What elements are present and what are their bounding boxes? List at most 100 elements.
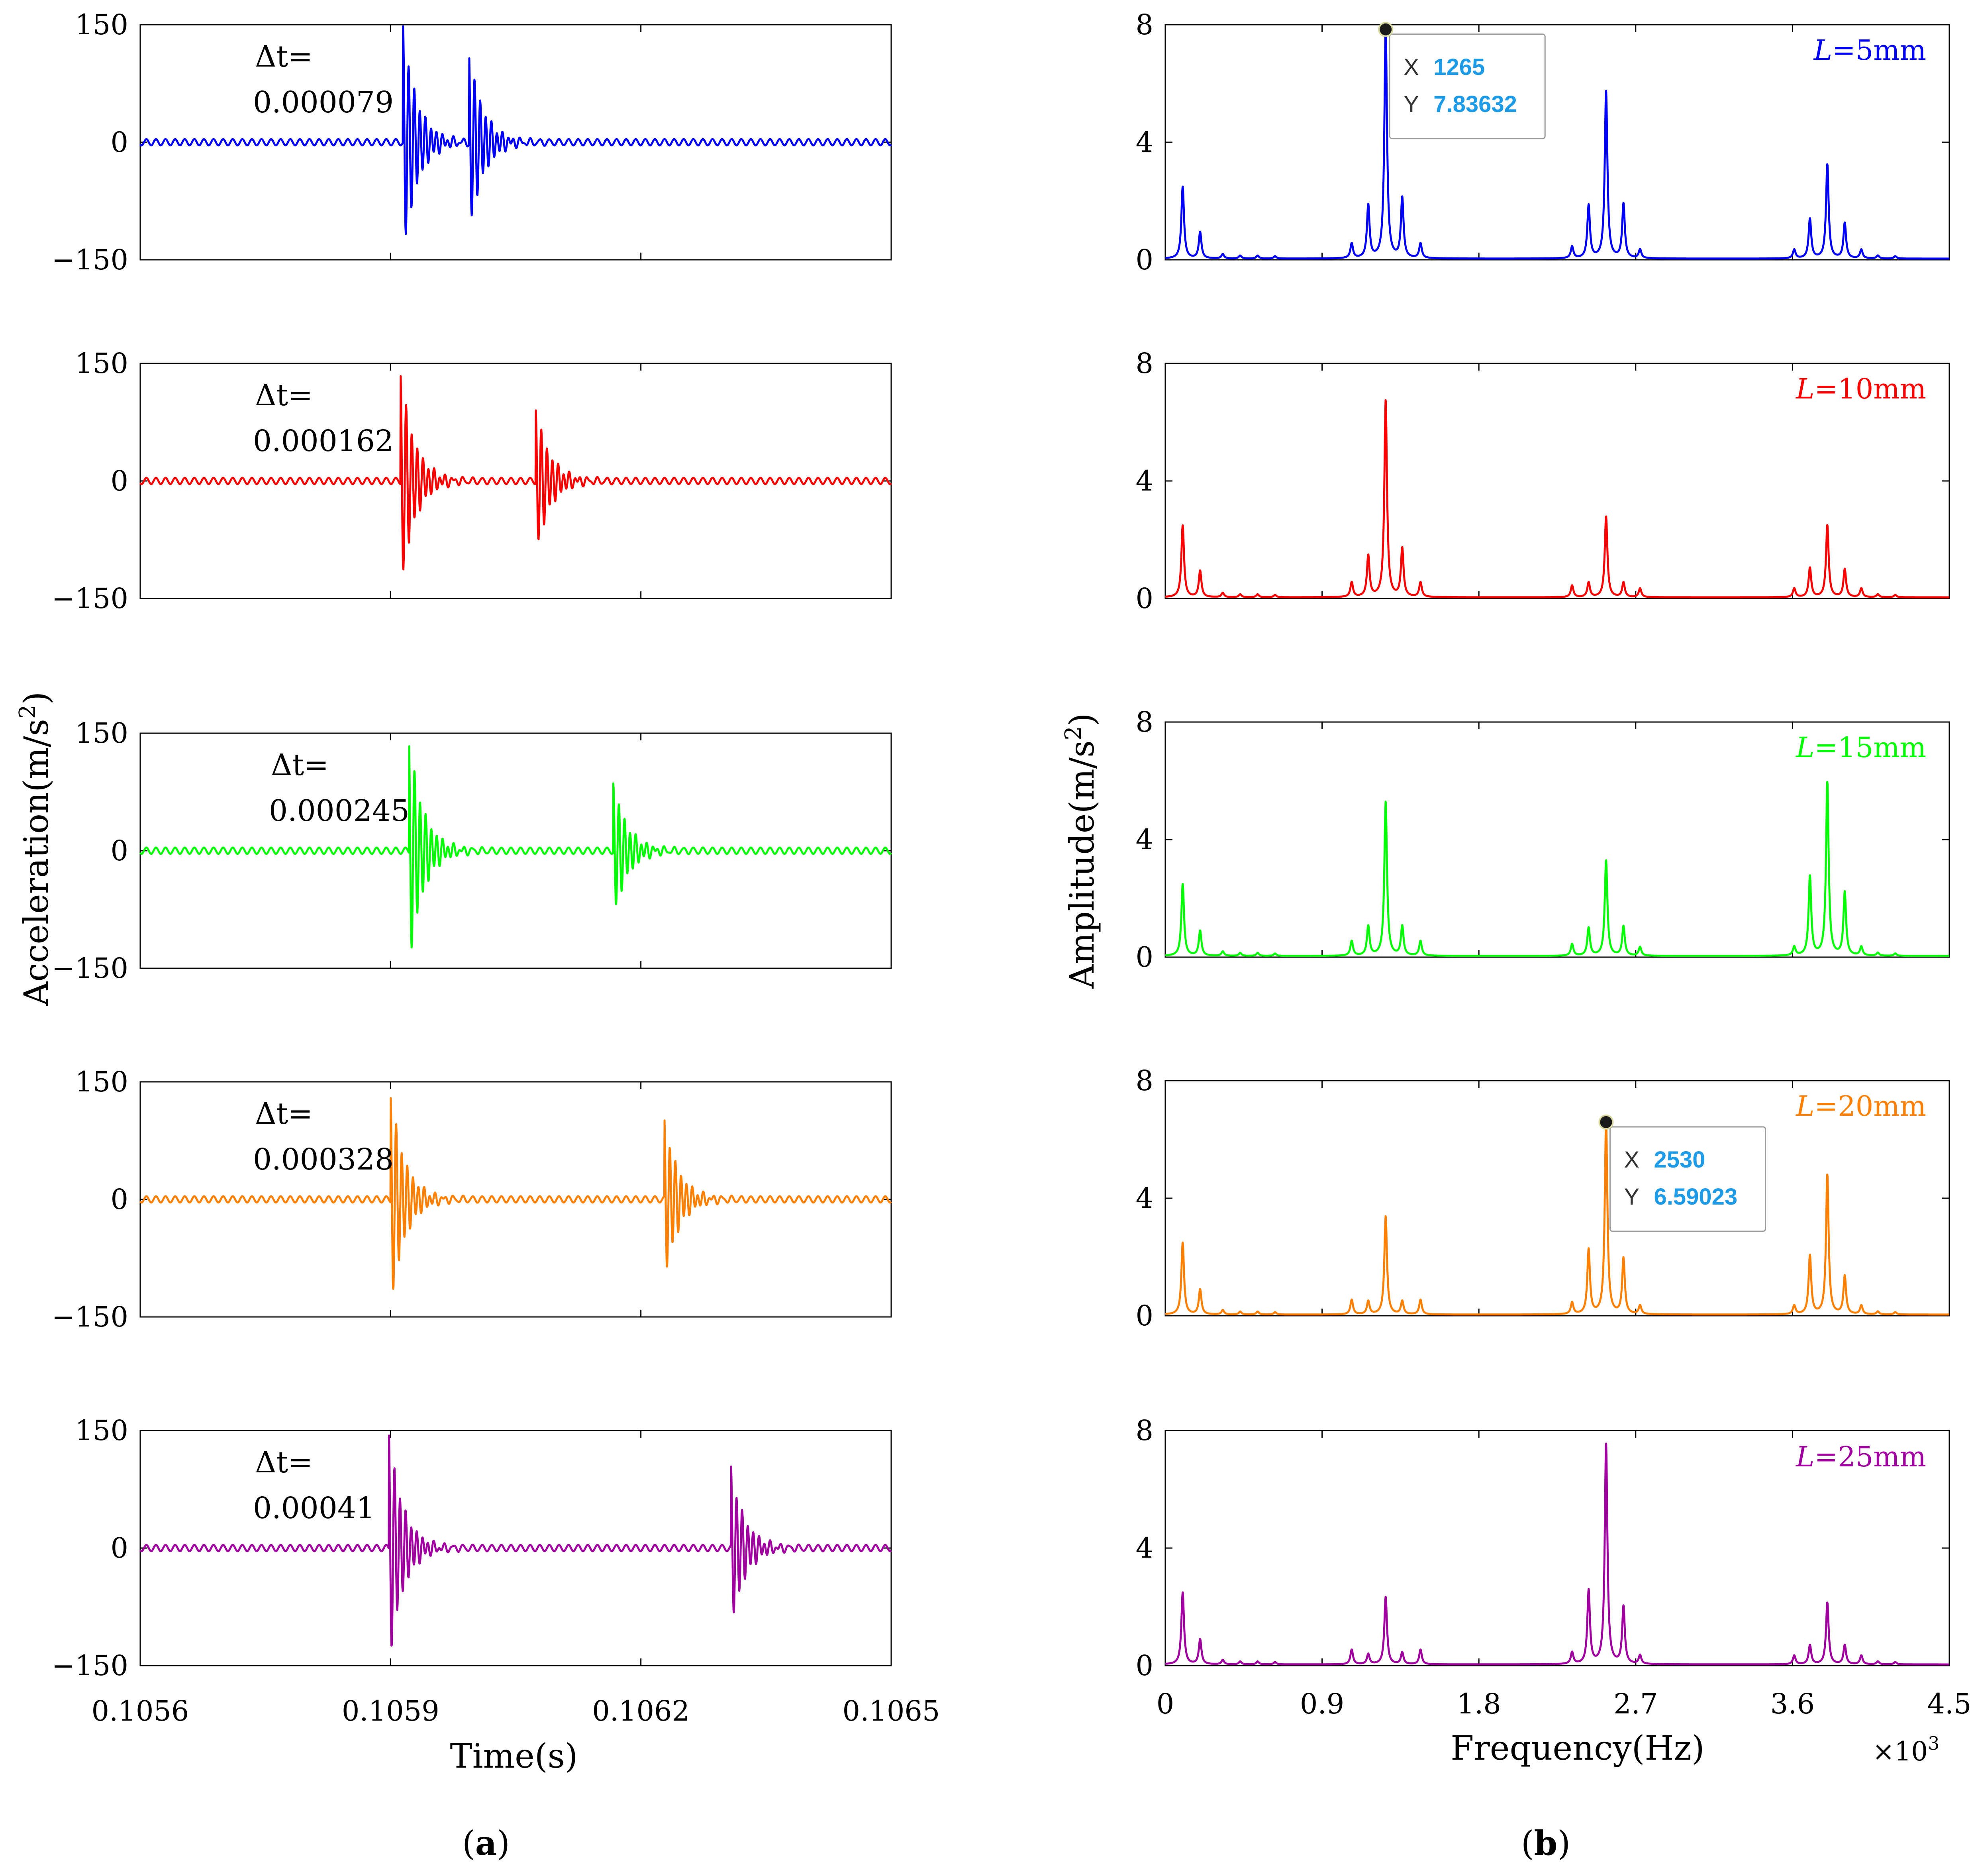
series-label-symbol: L — [1795, 373, 1814, 405]
panel-b-x-scale-label: ×103 — [1872, 1733, 1940, 1767]
y-tick-label: 8 — [1135, 706, 1153, 738]
delta-t-label: Δt= — [255, 1097, 313, 1131]
delta-t-label: Δt= — [255, 1445, 313, 1480]
datatip-x-value: 2530 — [1654, 1147, 1705, 1173]
spectrum-line — [1164, 1119, 1950, 1316]
y-tick-label: −150 — [52, 1649, 128, 1682]
datatip-box — [1389, 33, 1546, 139]
y-tick-label: 0 — [110, 465, 128, 497]
y-tick-label: 4 — [1135, 1182, 1153, 1215]
y-tick-label: 8 — [1135, 1414, 1153, 1447]
series-label: L=20mm — [1795, 1090, 1926, 1122]
y-tick-label: 150 — [75, 717, 128, 750]
datatip-marker — [1378, 22, 1394, 37]
time-subplot-5: 150 0 −150 Δt= 0.00041 — [52, 1414, 892, 1682]
y-tick-label: −150 — [52, 1301, 128, 1333]
spectrum-subplot-3: 8 4 0 L=15mm — [1135, 706, 1950, 973]
y-tick-label: 0 — [1135, 941, 1153, 973]
y-tick-label: 0 — [110, 834, 128, 867]
y-tick-label: −150 — [52, 582, 128, 615]
spectrum-line — [1164, 781, 1950, 957]
time-subplot-4: 150 0 −150 Δt= 0.000328 — [52, 1066, 892, 1333]
datatip-y-label: Y — [1624, 1184, 1639, 1210]
series-label-value: =15mm — [1815, 731, 1926, 764]
time-signal-line — [139, 745, 892, 949]
spectrum-subplot-1: 8 4 0 L=5mm X 1265 Y 7.83632 — [1135, 8, 1950, 276]
datatip-x-label: X — [1404, 54, 1419, 80]
y-tick-label: 150 — [75, 1066, 128, 1098]
x-tick-label: 0.1062 — [592, 1695, 690, 1727]
datatip-box — [1609, 1126, 1766, 1232]
delta-t-label: Δt= — [255, 378, 313, 412]
series-label-symbol: L — [1813, 34, 1832, 67]
panel-a-y-axis-label: Acceleration(m/s2) — [15, 692, 56, 1007]
y-tick-label: 0 — [110, 1532, 128, 1564]
y-tick-label: 8 — [1135, 347, 1153, 380]
y-tick-label: 0 — [1135, 1649, 1153, 1682]
datatip-marker — [1598, 1114, 1614, 1130]
y-tick-label: −150 — [52, 952, 128, 985]
time-subplot-2: 150 0 −150 Δt= 0.000162 — [52, 347, 892, 615]
y-tick-label: 150 — [75, 1414, 128, 1447]
panel-b-x-axis-label: Frequency(Hz) — [1451, 1729, 1704, 1768]
panel-a-caption: (a) — [462, 1823, 510, 1863]
x-tick-label: 0.9 — [1300, 1688, 1344, 1720]
delta-t-value: 0.000328 — [253, 1142, 394, 1177]
series-label: L=5mm — [1813, 34, 1926, 67]
delta-t-label: Δt= — [255, 39, 313, 74]
delta-t-value: 0.000079 — [253, 85, 394, 120]
time-subplot-3: 150 0 −150 Δt= 0.000245 — [52, 717, 892, 985]
y-tick-label: 4 — [1135, 1532, 1153, 1564]
series-label-value: =10mm — [1815, 373, 1926, 405]
x-tick-label: 1.8 — [1457, 1688, 1501, 1720]
x-tick-label: 0 — [1157, 1688, 1174, 1720]
spectrum-line — [1164, 1442, 1950, 1666]
spectrum-subplot-4: 8 4 0 L=20mm X 2530 Y 6.59023 — [1135, 1064, 1950, 1332]
x-tick-label: 3.6 — [1770, 1688, 1815, 1720]
y-tick-label: 0 — [1135, 1299, 1153, 1332]
time-subplot-frame — [139, 363, 892, 599]
datatip-y-label: Y — [1404, 91, 1419, 117]
series-label: L=25mm — [1795, 1440, 1926, 1473]
panel-b-y-axis-label: Amplitude(m/s2) — [1061, 713, 1102, 989]
x-tick-label: 0.1056 — [92, 1695, 189, 1727]
series-label-symbol: L — [1795, 1090, 1814, 1122]
datatip-y-value: 7.83632 — [1433, 91, 1517, 117]
y-tick-label: 4 — [1135, 465, 1153, 497]
series-label-symbol: L — [1795, 1440, 1814, 1473]
delta-t-value: 0.000162 — [253, 424, 394, 458]
y-tick-label: 0 — [1135, 582, 1153, 615]
spectrum-subplot-2: 8 4 0 L=10mm — [1135, 347, 1950, 615]
x-tick-label: 4.5 — [1927, 1688, 1971, 1720]
time-subplot-frame — [139, 1081, 892, 1318]
y-tick-label: 0 — [110, 1183, 128, 1216]
delta-t-label: Δt= — [271, 748, 329, 782]
x-tick-label: 0.1065 — [843, 1695, 940, 1727]
time-signal-line — [139, 375, 892, 571]
spectrum-line — [1164, 27, 1950, 260]
y-tick-label: 150 — [75, 8, 128, 41]
panel-a-time-signals: 1500−150Δt=0.0000791500−150Δt=0.00016215… — [52, 8, 940, 1727]
y-tick-label: 150 — [75, 347, 128, 380]
y-tick-label: 8 — [1135, 8, 1153, 41]
y-tick-label: −150 — [52, 243, 128, 276]
y-tick-label: 0 — [1135, 243, 1153, 276]
panel-b-caption: (b) — [1521, 1823, 1570, 1863]
time-subplot-1: 150 0 −150 Δt= 0.000079 — [52, 8, 892, 276]
y-tick-label: 4 — [1135, 823, 1153, 856]
series-label-value: =5mm — [1832, 34, 1926, 67]
time-subplot-frame — [139, 24, 892, 261]
spectrum-subplot-5: 8 4 0 L=25mm — [1135, 1414, 1950, 1682]
time-subplot-frame — [139, 732, 892, 969]
datatip-y-value: 6.59023 — [1654, 1184, 1737, 1210]
series-label-value: =20mm — [1815, 1090, 1926, 1122]
series-label-value: =25mm — [1815, 1440, 1926, 1473]
delta-t-value: 0.00041 — [253, 1491, 375, 1525]
time-signal-line — [139, 1097, 892, 1290]
time-signal-line — [139, 25, 892, 235]
time-signal-line — [139, 1434, 892, 1647]
spectrum-line — [1164, 399, 1950, 599]
x-tick-label: 2.7 — [1613, 1688, 1658, 1720]
